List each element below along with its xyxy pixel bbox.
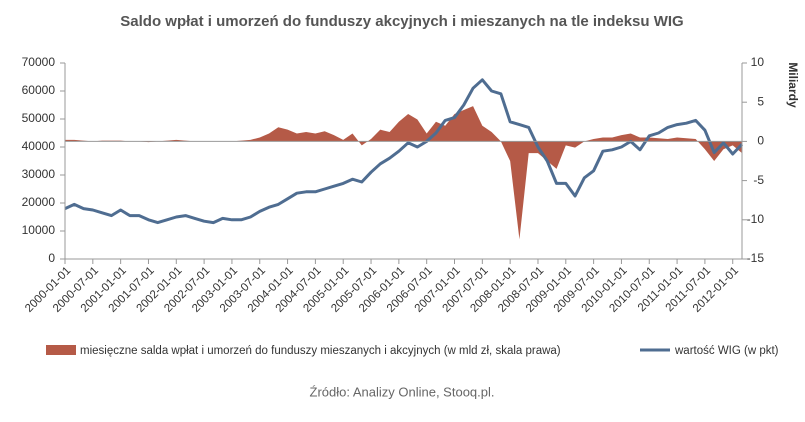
y-tick-label: 60000 (22, 83, 56, 97)
y2-tick-label: 0 (757, 134, 764, 148)
source: Źródło: Analizy Online, Stooq.pl. (310, 384, 495, 399)
y-tick-label: 30000 (22, 167, 56, 181)
legend-label: wartość WIG (w pkt) (674, 345, 779, 357)
legend-swatch (46, 345, 76, 355)
y2-axis-label: Miliardy (786, 62, 800, 108)
y-tick-label: 20000 (22, 195, 56, 209)
y2-tick-label: -10 (747, 212, 765, 226)
y-tick-label: 70000 (22, 55, 56, 69)
flow-area (65, 106, 742, 240)
y2-tick-label: 10 (751, 55, 765, 69)
y-tick-label: 40000 (22, 139, 56, 153)
y-tick-label: 50000 (22, 111, 56, 125)
wig-line (64, 78, 744, 225)
legend-label: miesięczne salda wpłat i umorzeń do fund… (80, 345, 561, 357)
y-tick-label: 10000 (22, 223, 56, 237)
y2-tick-label: 5 (757, 94, 764, 108)
y2-tick-label: -15 (747, 251, 765, 265)
y2-tick-label: -5 (753, 173, 764, 187)
chart-title: Saldo wpłat i umorzeń do funduszy akcyjn… (120, 13, 683, 30)
y-tick-label: 0 (48, 251, 55, 265)
